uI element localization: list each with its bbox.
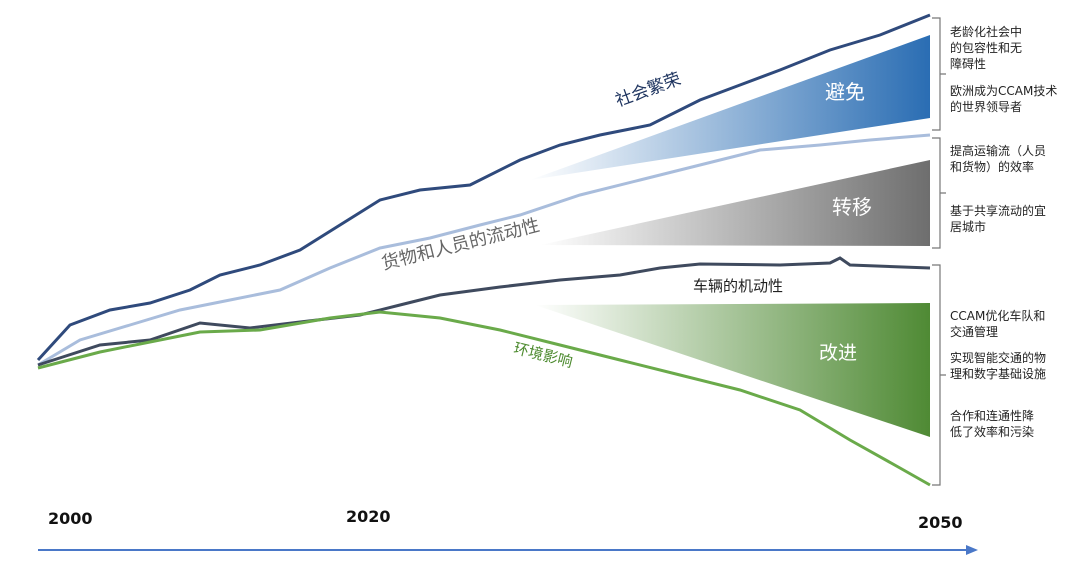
environment-curve bbox=[37, 310, 931, 487]
shift-wedge bbox=[540, 160, 930, 246]
note-line: 理和数字基础设施 bbox=[950, 366, 1046, 381]
year-label: 2050 bbox=[918, 513, 963, 532]
vehicle-label: 车辆的机动性 bbox=[693, 277, 783, 295]
notes: 老龄化社会中的包容性和无障碍性欧洲成为CCAM技术的世界领导者提高运输流（人员和… bbox=[950, 24, 1057, 439]
prosperity-label: 社会繁荣 bbox=[613, 69, 684, 111]
note-line: 基于共享流动的宜 bbox=[950, 203, 1046, 218]
improve-wedge bbox=[535, 303, 930, 437]
note-line: 实现智能交通的物 bbox=[950, 350, 1046, 365]
note-line: 交通管理 bbox=[950, 324, 998, 339]
note-line: 和货物）的效率 bbox=[950, 159, 1034, 174]
note-line: 的包容性和无 bbox=[950, 40, 1022, 55]
braces bbox=[932, 17, 946, 486]
note-line: 的世界领导者 bbox=[950, 99, 1022, 114]
environment-label: 环境影响 bbox=[512, 339, 575, 371]
vehicle-curve bbox=[37, 256, 931, 367]
note-line: 提高运输流（人员 bbox=[950, 143, 1046, 158]
improve-label: 改进 bbox=[819, 342, 857, 364]
note-line: 合作和连通性降 bbox=[950, 408, 1034, 423]
brace bbox=[932, 264, 946, 486]
note-line: 低了效率和污染 bbox=[950, 424, 1034, 439]
brace bbox=[932, 17, 946, 131]
note-line: CCAM优化车队和 bbox=[950, 308, 1045, 323]
shift-label: 转移 bbox=[832, 195, 872, 219]
note-line: 障碍性 bbox=[950, 56, 986, 71]
note-line: 居城市 bbox=[950, 219, 986, 234]
year-label: 2020 bbox=[346, 507, 391, 526]
note-line: 老龄化社会中 bbox=[950, 24, 1022, 39]
brace bbox=[932, 137, 946, 249]
avoid-label: 避免 bbox=[825, 80, 865, 104]
arrow-head bbox=[966, 545, 978, 555]
mobility-curve bbox=[37, 133, 931, 367]
year-label: 2000 bbox=[48, 509, 93, 528]
prosperity-curve bbox=[36, 13, 931, 362]
avoid-wedge bbox=[530, 35, 930, 180]
note-line: 欧洲成为CCAM技术 bbox=[950, 84, 1057, 98]
